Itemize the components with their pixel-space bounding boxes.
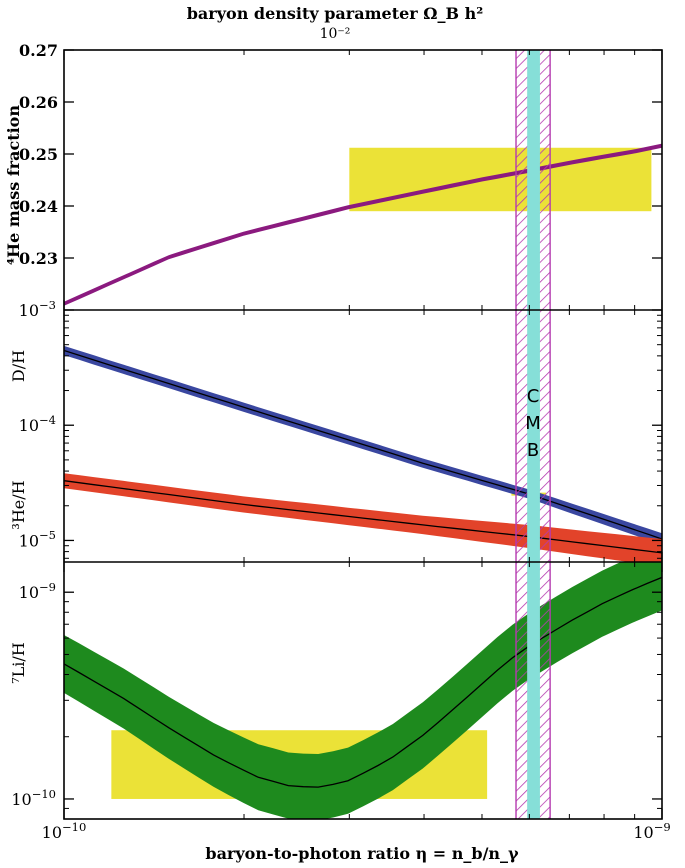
plot-frame — [63, 49, 663, 820]
cmb-band: CMB — [515, 50, 551, 819]
x-tick-label: 10−10 — [42, 820, 87, 842]
cmb-label-letter: M — [525, 413, 541, 434]
series-line — [64, 576, 662, 788]
y-tick-label: 10−10 — [11, 787, 56, 809]
ylabel-he3h: ³He/H — [9, 480, 28, 529]
cmb-fill — [527, 50, 540, 819]
x-tick-label: 10−9 — [633, 820, 670, 842]
y-tick-label: 10−5 — [19, 528, 56, 550]
series-band — [64, 473, 662, 562]
series-line — [64, 144, 662, 305]
y-tick-label: 10−9 — [19, 580, 56, 602]
ylabel-he4: ⁴He mass fraction — [4, 105, 23, 265]
y-tick-label: 0.26 — [19, 93, 58, 112]
cmb-label-letter: C — [527, 386, 540, 407]
ylabel-li7h: ⁷Li/H — [9, 642, 28, 684]
series-line — [64, 480, 662, 554]
helium4-panel: 0.23 0.24 0.25 0.26 0.27 — [19, 41, 662, 306]
deuterium-helium3-panel: 10−3 10−4 10−5 — [19, 298, 662, 562]
top-axis-label: baryon density parameter Ω_B h² — [187, 4, 484, 23]
y-tick-label: 10−3 — [19, 298, 56, 320]
y-tick-label: 0.23 — [19, 249, 58, 268]
y-tick-label: 0.27 — [19, 41, 58, 60]
y-tick-label: 0.24 — [19, 197, 58, 216]
x-axis-label: baryon-to-photon ratio η = n_b/n_γ — [205, 844, 519, 863]
top-axis-tick: 10⁻² — [320, 26, 351, 42]
series-line — [64, 349, 662, 540]
ylabel-dh: D/H — [9, 350, 28, 382]
y-tick-label: 10−4 — [19, 413, 56, 435]
cmb-label-letter: B — [527, 440, 539, 461]
series-band — [64, 345, 662, 545]
lithium7-panel: 10−10 10−9 — [11, 562, 662, 820]
x-axis-ticks: 10−10 10−9 — [42, 50, 671, 842]
y-tick-label: 0.25 — [19, 145, 58, 164]
